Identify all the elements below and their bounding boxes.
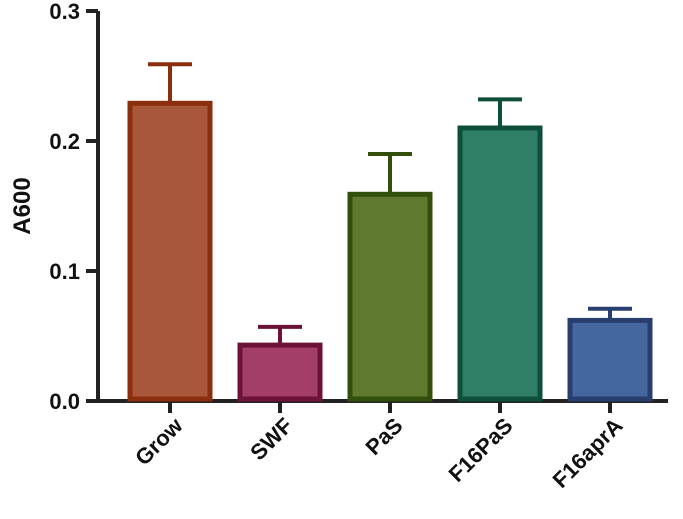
x-tick-label: F16aprA (548, 413, 628, 493)
bar-swf (237, 342, 323, 402)
bar-f16pas (457, 125, 543, 402)
x-tick-label: SWF (245, 413, 297, 465)
y-tick-label: 0.0 (49, 389, 80, 414)
bars (127, 62, 653, 402)
x-tick-label: PaS (360, 413, 407, 460)
bar-f16apra (567, 317, 653, 402)
x-tick-label: Grow (130, 412, 188, 470)
bar-grow (127, 100, 213, 402)
x-axis: Grow SWF PaS F16PaS F16aprA (96, 399, 668, 493)
y-axis-title: A600 (9, 177, 36, 234)
y-tick-label: 0.2 (49, 129, 80, 154)
y-axis: 0.0 0.1 0.2 0.3 (49, 0, 100, 414)
y-tick-label: 0.1 (49, 259, 80, 284)
x-tick-label: F16PaS (444, 413, 518, 487)
bar-pas (347, 191, 433, 402)
y-tick-label: 0.3 (49, 0, 80, 24)
